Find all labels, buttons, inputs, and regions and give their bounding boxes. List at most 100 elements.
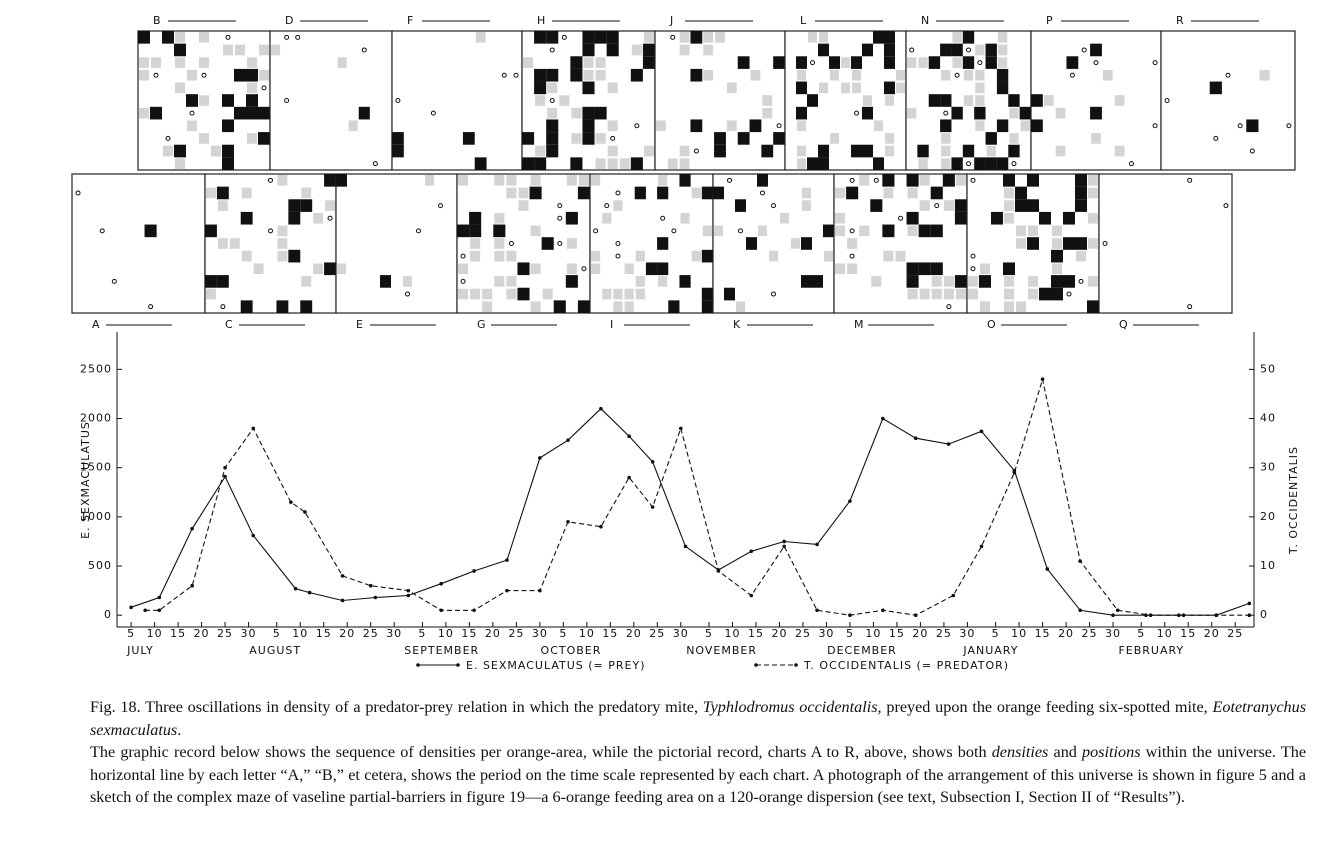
panel-cell bbox=[358, 106, 370, 120]
panel-cell bbox=[475, 32, 486, 43]
y-tick-label: 1500 bbox=[80, 461, 112, 474]
data-point bbox=[749, 593, 754, 598]
panel-cell bbox=[1088, 212, 1098, 224]
data-point bbox=[1214, 613, 1219, 617]
panel-cell bbox=[996, 157, 1009, 170]
panel-cell bbox=[241, 187, 252, 199]
panel-cell bbox=[1009, 133, 1019, 144]
panel-cell bbox=[1004, 301, 1014, 312]
panel-cell bbox=[859, 225, 870, 237]
panel-cell bbox=[1016, 238, 1026, 249]
data-point bbox=[190, 583, 194, 588]
panel-cell bbox=[941, 158, 951, 169]
panel-cell bbox=[494, 238, 505, 249]
panel-dot bbox=[849, 177, 855, 183]
panel-cell bbox=[1004, 288, 1014, 300]
x-tick-label: 10 bbox=[147, 627, 163, 640]
panel-cell bbox=[559, 95, 570, 106]
panel-dot bbox=[405, 291, 410, 297]
panel-cell bbox=[553, 300, 566, 313]
series-line bbox=[145, 379, 1250, 616]
panel-dot bbox=[615, 253, 621, 259]
panel-cell bbox=[583, 57, 594, 68]
x-tick-label: 20 bbox=[1204, 627, 1220, 640]
panel-cell bbox=[679, 145, 690, 157]
panel-box bbox=[335, 173, 458, 314]
data-point bbox=[129, 605, 133, 610]
panel-cell bbox=[835, 225, 846, 237]
panel-cell bbox=[975, 44, 985, 56]
data-point bbox=[293, 586, 298, 591]
panel-letter: O bbox=[987, 318, 997, 331]
panel-cell bbox=[701, 287, 713, 301]
panel-cell bbox=[980, 263, 990, 275]
panel-cell bbox=[658, 276, 668, 287]
panel-cell bbox=[635, 250, 645, 262]
panel-cell bbox=[802, 187, 811, 199]
panel-cell bbox=[175, 82, 185, 94]
panel-cell bbox=[1063, 237, 1075, 250]
data-point bbox=[1078, 608, 1082, 613]
panel-cell bbox=[462, 132, 475, 145]
panel-cell bbox=[300, 199, 313, 212]
panel-cell bbox=[931, 288, 942, 300]
panel-cell bbox=[1016, 301, 1026, 312]
data-point bbox=[1078, 559, 1082, 563]
panel-cell bbox=[1020, 120, 1030, 132]
caption: Fig. 18. Three oscillations in density o… bbox=[90, 696, 1306, 809]
panel-cell bbox=[951, 106, 963, 120]
panel-cell bbox=[1075, 174, 1087, 187]
panel-cell bbox=[773, 56, 785, 69]
panel-dot bbox=[776, 123, 782, 129]
panel-cell bbox=[470, 250, 481, 262]
panel-dot bbox=[395, 98, 401, 103]
data-point bbox=[1111, 613, 1115, 617]
data-point bbox=[716, 569, 721, 573]
panel-cell bbox=[619, 158, 630, 169]
panel-dot bbox=[1152, 123, 1158, 129]
panel-cell bbox=[1004, 187, 1014, 199]
panel-dot bbox=[1213, 135, 1219, 141]
panel-cell bbox=[1028, 288, 1038, 300]
panel-cell bbox=[535, 145, 546, 157]
panel-cell bbox=[941, 69, 951, 81]
panel-cell bbox=[996, 68, 1009, 82]
panel-dot bbox=[760, 190, 765, 196]
panel-letter: E bbox=[356, 318, 364, 331]
panel-cell bbox=[506, 250, 517, 262]
panel-dot bbox=[201, 72, 207, 78]
panel-cell bbox=[138, 31, 150, 44]
panel-cell bbox=[229, 238, 240, 249]
panel-cell bbox=[494, 250, 505, 262]
panel-cell bbox=[222, 157, 234, 170]
data-point bbox=[599, 406, 603, 411]
x-tick-label: 20 bbox=[626, 627, 642, 640]
legend-dot bbox=[416, 663, 420, 667]
panel-cell bbox=[851, 144, 862, 158]
panel-cell bbox=[547, 82, 558, 94]
panel-dot bbox=[557, 241, 563, 246]
panel-cell bbox=[642, 56, 655, 69]
data-point bbox=[472, 608, 476, 613]
data-point bbox=[1247, 613, 1252, 617]
panel-cell bbox=[602, 288, 612, 300]
legend-label: T. OCCIDENTALIS (= PREDATOR) bbox=[803, 659, 1009, 672]
panel-cell bbox=[541, 237, 554, 250]
panel-cell bbox=[954, 199, 967, 212]
panel-cell bbox=[841, 57, 850, 68]
panel-cell bbox=[594, 106, 607, 120]
panel-letter: K bbox=[733, 318, 741, 331]
panel-cell bbox=[883, 250, 894, 262]
panel-dot bbox=[604, 203, 610, 209]
panel-cell bbox=[517, 262, 530, 276]
caption-text: The graphic record below shows the seque… bbox=[90, 743, 992, 761]
panel-cell bbox=[139, 69, 149, 81]
panel-cell bbox=[530, 175, 541, 186]
panel-cell bbox=[963, 69, 974, 81]
panel-cell bbox=[882, 174, 895, 187]
panel-cell bbox=[425, 175, 434, 186]
panel-dot bbox=[1187, 304, 1193, 310]
panel-cell bbox=[534, 31, 547, 44]
panel-box bbox=[71, 173, 206, 314]
x-tick-label: 30 bbox=[818, 627, 834, 640]
